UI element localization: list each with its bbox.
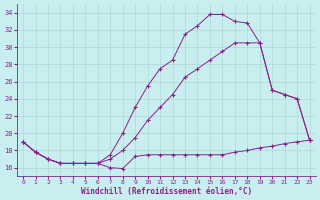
X-axis label: Windchill (Refroidissement éolien,°C): Windchill (Refroidissement éolien,°C): [81, 187, 252, 196]
